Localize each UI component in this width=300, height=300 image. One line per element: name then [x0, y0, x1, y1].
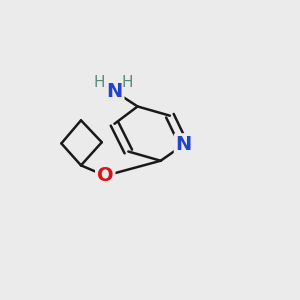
Text: O: O	[97, 166, 114, 185]
Text: H: H	[94, 75, 105, 90]
Text: N: N	[176, 135, 192, 154]
Text: H: H	[122, 75, 133, 90]
Text: N: N	[106, 82, 123, 101]
